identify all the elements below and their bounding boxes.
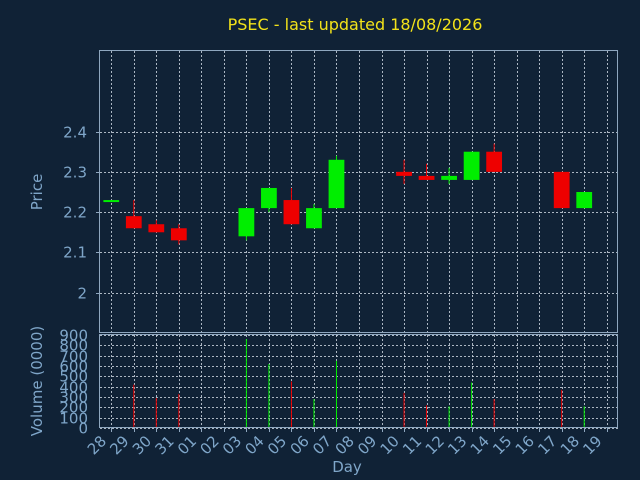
x-axis-label: Day xyxy=(332,458,362,476)
volume-bars xyxy=(133,339,585,428)
candle-body xyxy=(261,187,277,209)
volume-tick-label: 800 xyxy=(59,337,88,355)
price-tick-label: 2.1 xyxy=(63,244,87,262)
volume-tick-label: 400 xyxy=(59,379,88,397)
candle-body xyxy=(553,171,570,209)
x-tick-label: 19 xyxy=(579,432,605,458)
candle-body xyxy=(396,171,412,176)
volume-panel-frame xyxy=(99,334,618,428)
price-grid xyxy=(100,51,618,333)
price-tick-label: 2.3 xyxy=(63,164,87,182)
volume-tick-label: 600 xyxy=(59,358,88,376)
volume-tick-label: 100 xyxy=(59,410,88,428)
candle xyxy=(418,163,435,180)
candle xyxy=(283,187,300,225)
candle xyxy=(328,155,345,209)
volume-grid xyxy=(100,335,618,429)
candle xyxy=(238,208,255,241)
candle xyxy=(148,220,165,233)
volume-tick-label: 300 xyxy=(59,389,88,407)
volume-tick-label: 0 xyxy=(78,420,88,438)
candle-body xyxy=(576,192,593,209)
price-axis-label: Price xyxy=(28,174,46,211)
candle xyxy=(261,187,277,213)
candle xyxy=(306,204,322,229)
candle xyxy=(170,224,187,245)
candle-body xyxy=(170,228,187,241)
candle xyxy=(576,192,593,209)
candle xyxy=(396,159,412,184)
price-panel: 2 2.1 2.2 2.3 2.4 Price xyxy=(28,50,618,333)
candle-body xyxy=(328,159,345,209)
candle-body xyxy=(306,208,322,229)
price-tick-label: 2.2 xyxy=(63,204,87,222)
volume-tick-label: 500 xyxy=(59,368,88,386)
candle xyxy=(463,151,480,180)
candle-body xyxy=(103,200,120,203)
price-tick-label: 2.4 xyxy=(63,124,87,142)
price-y-ticks: 2 2.1 2.2 2.3 2.4 xyxy=(63,124,100,303)
candle xyxy=(486,143,503,172)
candle-body xyxy=(283,200,300,225)
candle xyxy=(125,200,142,229)
price-tick-label: 2 xyxy=(77,285,87,303)
volume-tick-label: 900 xyxy=(59,327,88,345)
candle-body xyxy=(463,151,480,180)
candle-body xyxy=(441,175,457,180)
candle xyxy=(103,200,120,203)
candle xyxy=(441,167,457,184)
volume-tick-label: 200 xyxy=(59,399,88,417)
x-axis-ticks: 2829303101020304050607080910111213141516… xyxy=(84,428,608,458)
volume-axis-label: Volume (0000) xyxy=(28,326,46,436)
candle-body xyxy=(486,151,503,172)
candle-body xyxy=(125,216,142,229)
price-panel-frame xyxy=(99,50,618,333)
chart-title: PSEC - last updated 18/08/2026 xyxy=(228,15,483,34)
volume-tick-label: 700 xyxy=(59,348,88,366)
candle xyxy=(553,171,570,209)
candle-body xyxy=(148,224,165,233)
candle-body xyxy=(238,208,255,237)
candles xyxy=(103,143,593,245)
candle-body xyxy=(418,175,435,180)
